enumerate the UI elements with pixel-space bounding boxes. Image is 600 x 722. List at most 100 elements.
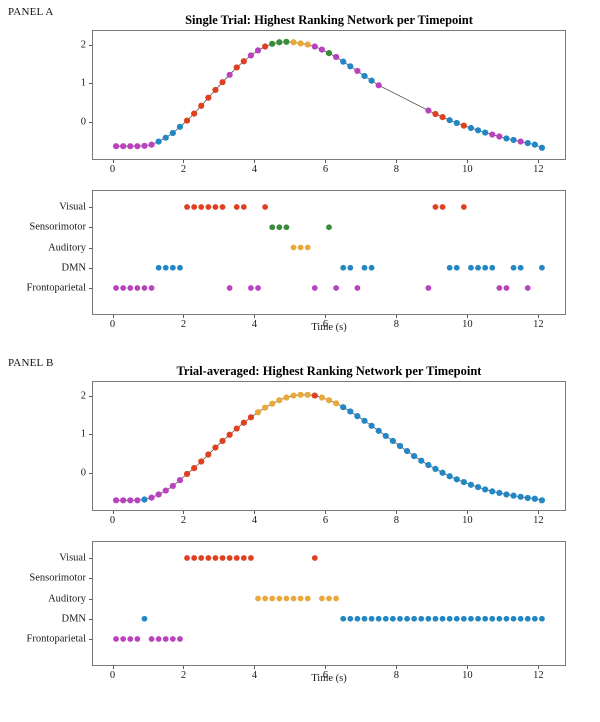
raster-dot-frontoparietal xyxy=(496,285,503,291)
data-point-dmn xyxy=(496,489,503,497)
data-point-dmn xyxy=(162,134,169,141)
raster-dot-frontoparietal xyxy=(134,636,141,642)
raster-dot-visual xyxy=(198,204,205,210)
data-point-dmn xyxy=(418,457,425,464)
data-point-frontoparietal xyxy=(127,143,134,150)
x-tickmark xyxy=(538,160,540,163)
x-tick-label: 4 xyxy=(251,164,258,175)
raster-dot-auditory xyxy=(326,595,332,602)
raster-dot-visual xyxy=(191,555,198,561)
raster-dot-frontoparietal xyxy=(169,636,176,642)
raster-dot-frontoparietal xyxy=(311,285,318,291)
data-point-dmn xyxy=(368,422,375,429)
raster-dot-dmn xyxy=(347,615,354,622)
x-tick-label: 12 xyxy=(533,319,544,330)
raster-dot-frontoparietal xyxy=(162,636,169,642)
data-point-frontoparietal xyxy=(489,131,496,138)
data-point-frontoparietal xyxy=(148,141,155,148)
x-tickmark xyxy=(538,511,540,514)
raster-row-label-dmn: DMN xyxy=(61,262,86,274)
raster-dot-dmn xyxy=(517,264,524,271)
data-point-auditory xyxy=(304,391,311,398)
x-tickmark xyxy=(467,666,469,669)
raster-dot-dmn xyxy=(361,615,368,622)
raster-dot-sensorimotor xyxy=(269,224,276,231)
data-point-dmn xyxy=(489,488,496,495)
x-tick-label: 10 xyxy=(462,670,473,681)
raster-dot-dmn xyxy=(340,615,347,622)
data-point-dmn xyxy=(510,492,517,499)
data-point-auditory xyxy=(297,391,304,398)
data-point-dmn xyxy=(141,496,148,503)
y-tickmark xyxy=(89,44,92,46)
x-tick-label: 6 xyxy=(322,164,329,175)
data-point-visual xyxy=(432,110,439,118)
raster-row-label-auditory: Auditory xyxy=(48,242,86,253)
x-tick-label: 12 xyxy=(533,670,544,681)
raster-dot-dmn xyxy=(425,615,432,622)
raster-dot-auditory xyxy=(304,595,311,602)
data-point-visual xyxy=(240,419,247,426)
y-tick-label: 1 xyxy=(80,77,86,89)
raster-dot-dmn xyxy=(539,264,545,271)
panel-a-raster-axes xyxy=(92,190,566,315)
data-point-dmn xyxy=(396,442,404,450)
data-point-frontoparietal xyxy=(169,482,176,490)
raster-dot-auditory xyxy=(283,595,290,602)
raster-dot-visual xyxy=(248,555,254,561)
raster-dot-visual xyxy=(198,555,205,561)
data-point-visual xyxy=(205,94,212,101)
raster-dot-frontoparietal xyxy=(148,636,155,642)
data-point-frontoparietal xyxy=(127,497,134,504)
raster-dot-auditory xyxy=(255,595,261,602)
raster-row-label-sensorimotor: Sensorimotor xyxy=(29,221,86,233)
x-tickmark xyxy=(254,315,256,318)
raster-dot-auditory xyxy=(297,595,304,602)
x-tick-label: 0 xyxy=(109,164,116,175)
data-point-dmn xyxy=(382,432,389,440)
data-point-visual xyxy=(219,79,226,86)
data-point-frontoparietal xyxy=(112,497,120,504)
raster-dot-visual xyxy=(226,555,233,561)
raster-dot-dmn xyxy=(460,615,467,622)
data-point-dmn xyxy=(169,129,176,137)
x-tick-label: 4 xyxy=(251,515,258,526)
raster-dot-auditory xyxy=(262,595,269,602)
raster-dot-sensorimotor xyxy=(326,224,332,231)
panel-b-raster-axes xyxy=(92,541,566,666)
raster-dot-frontoparietal xyxy=(141,285,148,291)
data-point-frontoparietal xyxy=(134,143,141,150)
data-point-visual xyxy=(460,122,467,129)
raster-dot-dmn xyxy=(510,264,517,271)
raster-dot-dmn xyxy=(382,615,389,622)
data-point-visual xyxy=(191,465,198,472)
data-point-visual xyxy=(247,414,255,421)
raster-dot-frontoparietal xyxy=(120,636,127,642)
x-tickmark xyxy=(396,511,398,514)
data-point-frontoparietal xyxy=(226,71,233,78)
x-tickmark xyxy=(538,666,540,669)
raster-dot-auditory xyxy=(297,244,304,251)
raster-dot-dmn xyxy=(453,264,460,271)
data-point-dmn xyxy=(503,491,510,498)
panel-a-raster-svg xyxy=(113,204,545,291)
raster-dot-frontoparietal xyxy=(134,285,141,291)
raster-dot-visual xyxy=(184,204,190,210)
raster-dot-dmn xyxy=(482,264,489,271)
raster-dot-frontoparietal xyxy=(524,285,531,291)
x-tick-label: 2 xyxy=(180,515,187,526)
data-point-frontoparietal xyxy=(311,43,318,50)
data-point-frontoparietal xyxy=(247,52,255,59)
x-tick-label: 6 xyxy=(322,515,329,526)
panel-b-label: PANEL B xyxy=(8,357,54,369)
x-tick-label: 10 xyxy=(462,515,473,526)
x-tick-label: 2 xyxy=(180,164,187,175)
data-point-dmn xyxy=(538,144,546,151)
raster-dot-frontoparietal xyxy=(333,285,339,291)
data-point-dmn xyxy=(340,58,347,65)
x-tick-label: 8 xyxy=(393,670,400,681)
y-tick-label: 0 xyxy=(80,116,86,128)
y-tickmark xyxy=(89,618,92,620)
y-tickmark xyxy=(89,207,92,208)
raster-dot-auditory xyxy=(333,595,339,602)
